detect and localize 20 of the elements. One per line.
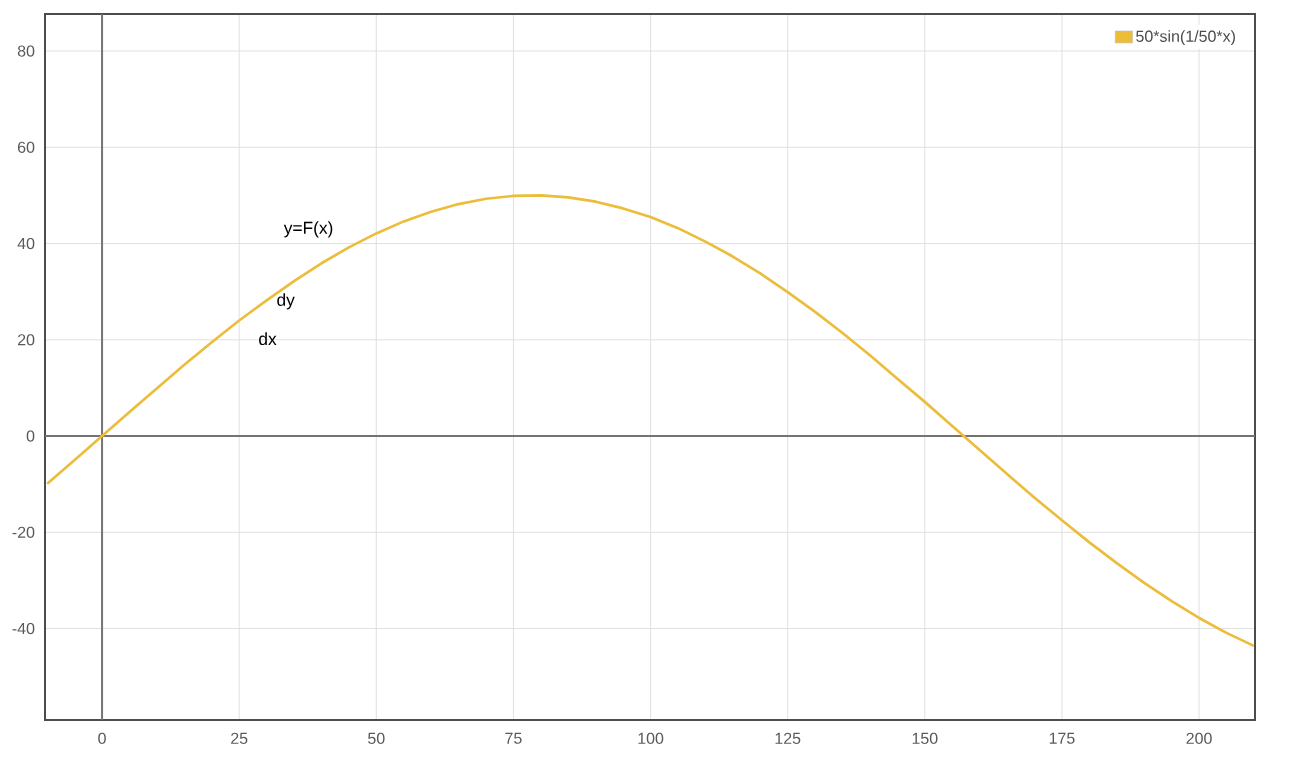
x-tick-label: 75 xyxy=(505,732,522,744)
legend-label: 50*sin(1/50*x) xyxy=(1136,30,1235,46)
x-tick-label: 125 xyxy=(775,732,801,745)
x-tick-label: 0 xyxy=(98,732,106,745)
y-tick-label: 80 xyxy=(17,45,35,57)
y-tick-label: 0 xyxy=(26,430,35,442)
annotation: dx xyxy=(259,332,277,346)
y-tick-label: -40 xyxy=(12,622,35,635)
annotation: y=F(x) xyxy=(283,221,333,238)
y-tick-label: 60 xyxy=(17,141,35,153)
x-tick-label: 25 xyxy=(231,732,248,745)
x-tick-label: 175 xyxy=(1049,732,1075,744)
x-tick-label: 200 xyxy=(1186,732,1212,745)
y-tick-label: 20 xyxy=(17,334,35,346)
y-tick-label: 40 xyxy=(17,237,35,250)
x-tick-label: 150 xyxy=(912,732,938,745)
x-tick-label: 100 xyxy=(638,732,664,745)
x-tick-label: 50 xyxy=(368,732,385,745)
y-tick-label: -20 xyxy=(12,526,35,538)
annotation: dy xyxy=(277,293,295,310)
